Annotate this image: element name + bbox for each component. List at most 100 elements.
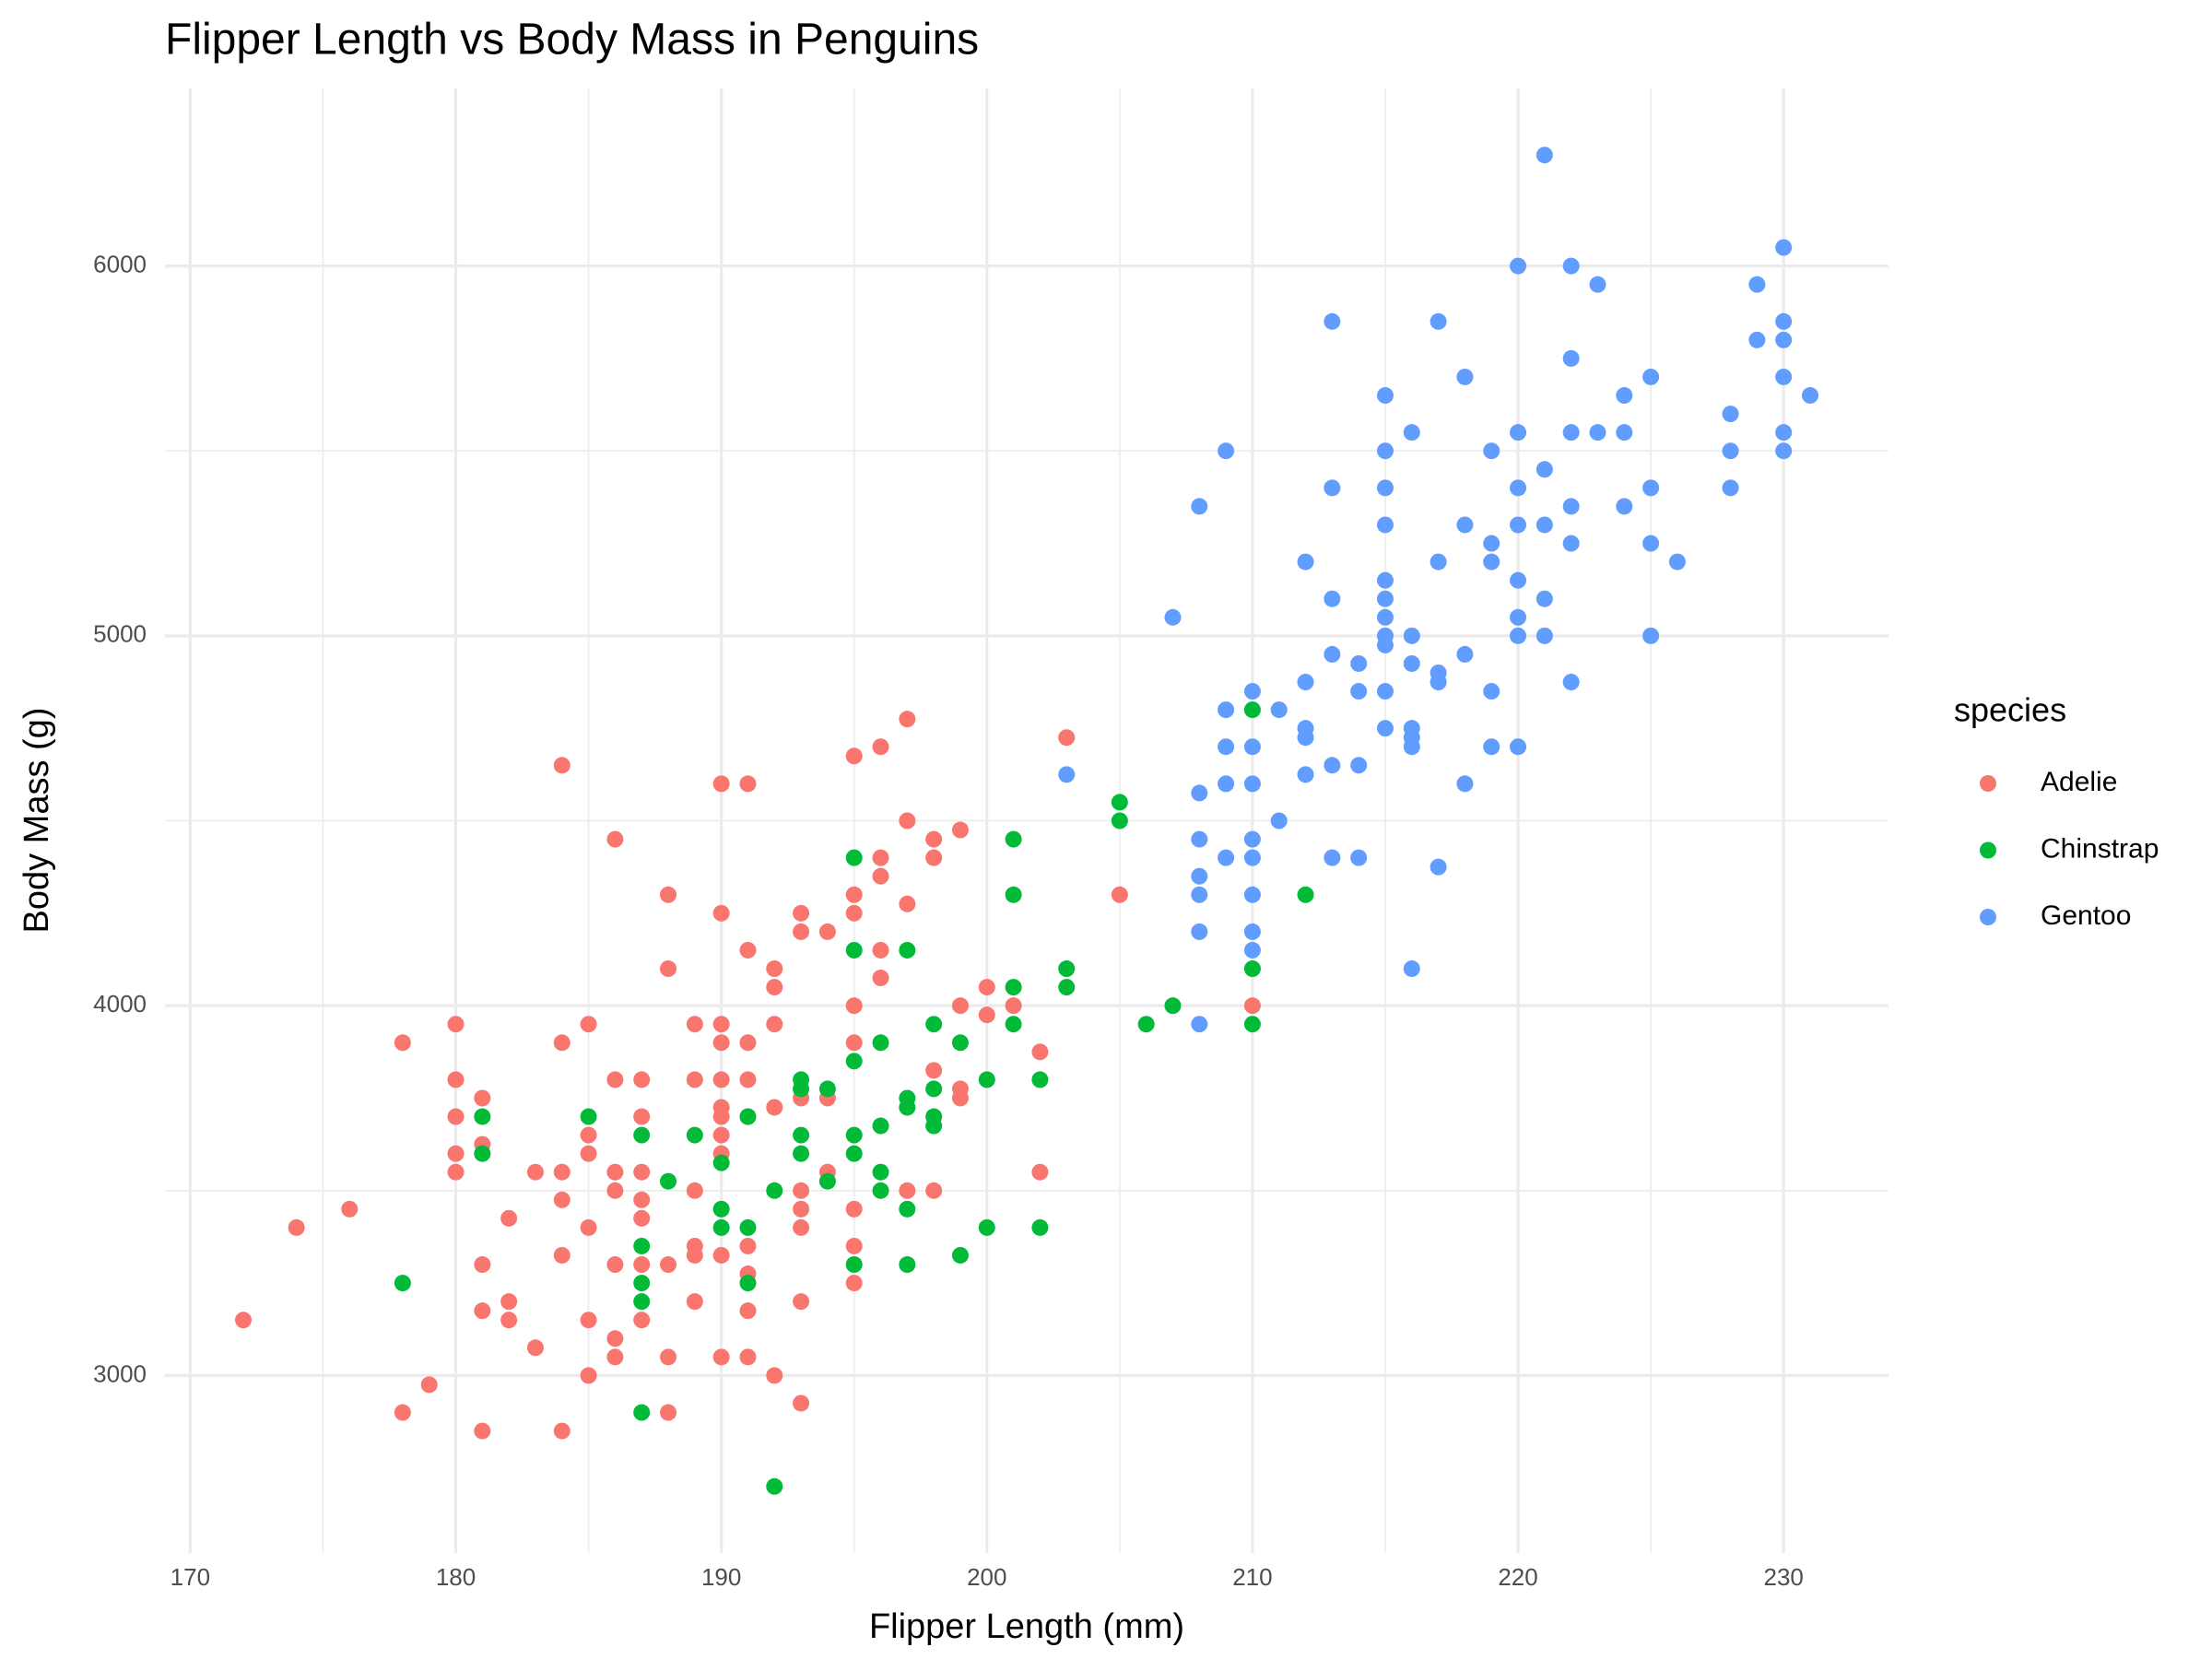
- point: [1668, 553, 1686, 571]
- point: [739, 941, 757, 959]
- point: [845, 886, 863, 903]
- point: [1297, 553, 1314, 571]
- point: [845, 997, 863, 1015]
- point: [712, 1246, 730, 1264]
- x-tick-label: 230: [1763, 1563, 1803, 1591]
- legend: Adelie Chinstrap Gentoo: [1980, 767, 2159, 931]
- point: [1510, 516, 1527, 534]
- y-tick-label: 6000: [93, 250, 147, 277]
- point: [951, 1034, 969, 1052]
- point: [872, 1163, 889, 1181]
- point: [1243, 849, 1261, 866]
- point: [1005, 1016, 1022, 1033]
- point: [1191, 830, 1208, 848]
- point: [1270, 701, 1288, 719]
- point: [1218, 701, 1235, 719]
- y-axis-title: Body Mass (g): [18, 708, 56, 934]
- point: [1616, 387, 1633, 405]
- point: [606, 830, 624, 848]
- point: [288, 1218, 305, 1236]
- point: [712, 775, 730, 793]
- point: [1376, 442, 1394, 460]
- x-tick-label: 190: [701, 1563, 741, 1591]
- point: [1218, 775, 1235, 793]
- point: [1324, 312, 1341, 330]
- point: [845, 1034, 863, 1052]
- point: [712, 1108, 730, 1125]
- y-tick-label: 4000: [93, 990, 147, 1018]
- point: [766, 979, 783, 996]
- point: [872, 738, 889, 756]
- point: [526, 1163, 544, 1181]
- point: [474, 1422, 491, 1440]
- point: [899, 1182, 916, 1199]
- point: [899, 1200, 916, 1218]
- point: [818, 923, 836, 940]
- point: [1562, 424, 1580, 441]
- point: [1191, 867, 1208, 885]
- point: [580, 1016, 597, 1033]
- point: [1510, 424, 1527, 441]
- point: [845, 1237, 863, 1254]
- point: [1191, 923, 1208, 940]
- point: [899, 812, 916, 830]
- point: [580, 1312, 597, 1329]
- point: [1058, 729, 1076, 747]
- point: [1562, 535, 1580, 552]
- point: [660, 886, 677, 903]
- point: [1218, 738, 1235, 756]
- point: [1483, 535, 1500, 552]
- point: [1403, 960, 1420, 978]
- point: [1535, 516, 1553, 534]
- point: [1483, 683, 1500, 700]
- point: [633, 1293, 651, 1311]
- point: [793, 1080, 810, 1098]
- point: [739, 1034, 757, 1052]
- point: [793, 1200, 810, 1218]
- point: [1376, 590, 1394, 607]
- point: [845, 1256, 863, 1274]
- point: [1642, 479, 1660, 497]
- point: [394, 1275, 411, 1292]
- point: [553, 1246, 571, 1264]
- point: [1775, 239, 1793, 256]
- point: [1430, 312, 1447, 330]
- points: [235, 147, 1818, 1495]
- point: [845, 1053, 863, 1070]
- point: [633, 1191, 651, 1208]
- point: [1243, 960, 1261, 978]
- point: [1376, 720, 1394, 737]
- point: [1775, 442, 1793, 460]
- point: [1243, 941, 1261, 959]
- point: [739, 1302, 757, 1320]
- y-tick-label: 3000: [93, 1359, 147, 1387]
- point: [1589, 276, 1606, 293]
- point: [553, 1422, 571, 1440]
- point: [872, 941, 889, 959]
- point: [899, 1099, 916, 1116]
- point: [500, 1293, 518, 1311]
- point: [1005, 979, 1022, 996]
- point: [1642, 627, 1660, 644]
- point: [845, 1126, 863, 1144]
- point: [899, 941, 916, 959]
- point: [633, 1209, 651, 1227]
- point: [1510, 257, 1527, 275]
- point: [1243, 923, 1261, 940]
- chart-title: Flipper Length vs Body Mass in Penguins: [165, 16, 979, 65]
- point: [1403, 654, 1420, 672]
- point: [686, 1016, 703, 1033]
- point: [1111, 886, 1128, 903]
- point: [447, 1145, 465, 1162]
- point: [1324, 849, 1341, 866]
- point: [1376, 571, 1394, 589]
- point: [793, 1293, 810, 1311]
- point: [1297, 674, 1314, 691]
- point: [553, 1163, 571, 1181]
- point: [1616, 498, 1633, 515]
- point: [1589, 424, 1606, 441]
- legend-label: Gentoo: [2041, 900, 2131, 931]
- grid: [165, 88, 1888, 1553]
- point: [1191, 886, 1208, 903]
